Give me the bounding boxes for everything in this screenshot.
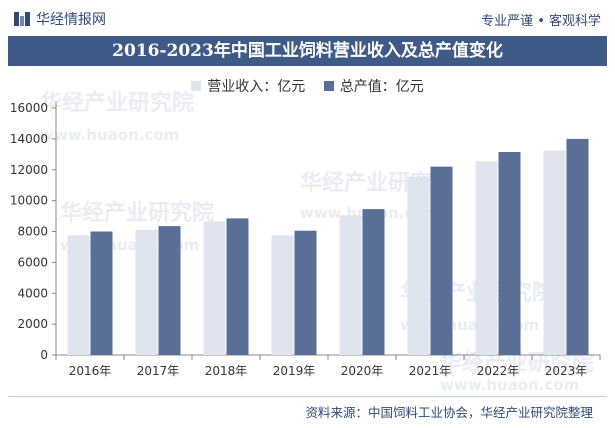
footer-divider — [8, 396, 607, 397]
bar-output — [430, 166, 453, 355]
bar-revenue — [67, 235, 90, 355]
watermark-text: 华经产业研究院 — [60, 200, 214, 226]
bar-revenue — [339, 215, 362, 355]
y-tick-label: 12000 — [10, 163, 48, 177]
x-tick-label: 2019年 — [273, 364, 316, 378]
bar-output — [362, 209, 385, 355]
bar-output — [498, 151, 521, 355]
x-tick-label: 2020年 — [341, 364, 384, 378]
watermark-text: 华经产业研究院 — [40, 90, 194, 116]
bar-output — [226, 218, 249, 355]
bar-revenue — [203, 221, 226, 355]
y-tick-label: 2000 — [17, 317, 48, 331]
y-tick-label: 4000 — [17, 286, 48, 300]
brand-logo-icon — [14, 12, 30, 26]
y-tick-label: 10000 — [10, 194, 48, 208]
x-tick-label: 2017年 — [137, 364, 180, 378]
x-tick-label: 2023年 — [545, 364, 588, 378]
bar-output — [294, 230, 317, 355]
legend: 营业收入：亿元 总产值：亿元 — [0, 76, 615, 96]
legend-label-output: 总产值：亿元 — [339, 79, 424, 95]
legend-label-revenue: 营业收入：亿元 — [207, 79, 306, 95]
x-tick-label: 2021年 — [409, 364, 452, 378]
y-tick-label: 0 — [40, 348, 48, 362]
brand: 华经情报网 — [14, 9, 106, 29]
bar-revenue — [135, 229, 158, 355]
legend-item-output: 总产值：亿元 — [323, 76, 424, 96]
x-tick-label: 2022年 — [477, 364, 520, 378]
bar-revenue — [407, 176, 430, 355]
bar-revenue — [543, 150, 566, 355]
bar-output — [566, 138, 589, 355]
bar-revenue — [271, 235, 294, 355]
x-tick-label: 2018年 — [205, 364, 248, 378]
tagline: 专业严谨 • 客观科学 — [481, 14, 601, 29]
brand-name: 华经情报网 — [36, 12, 106, 28]
legend-swatch-output — [323, 81, 334, 91]
y-tick-label: 16000 — [10, 101, 48, 115]
watermark-text: www.huaon.com — [40, 126, 179, 144]
chart-title: 2016-2023年中国工业饲料营业收入及总产值变化 — [8, 36, 607, 66]
top-bar: 华经情报网 专业严谨 • 客观科学 — [0, 0, 615, 36]
legend-swatch-revenue — [191, 81, 202, 91]
bar-output — [90, 231, 113, 355]
x-tick-label: 2016年 — [69, 364, 112, 378]
bar-output — [158, 226, 181, 355]
bar-chart: 华经产业研究院 www.huaon.com 华经产业研究院 www.huaon.com… — [10, 90, 601, 394]
legend-item-revenue: 营业收入：亿元 — [191, 76, 305, 96]
y-tick-label: 14000 — [10, 132, 48, 146]
source-note: 资料来源：中国饲料工业协会，华经产业研究院整理 — [305, 405, 593, 420]
y-tick-label: 8000 — [17, 225, 48, 239]
watermark-text: www.huaon.com — [440, 376, 579, 394]
y-tick-label: 6000 — [17, 255, 48, 269]
bar-revenue — [475, 161, 498, 355]
